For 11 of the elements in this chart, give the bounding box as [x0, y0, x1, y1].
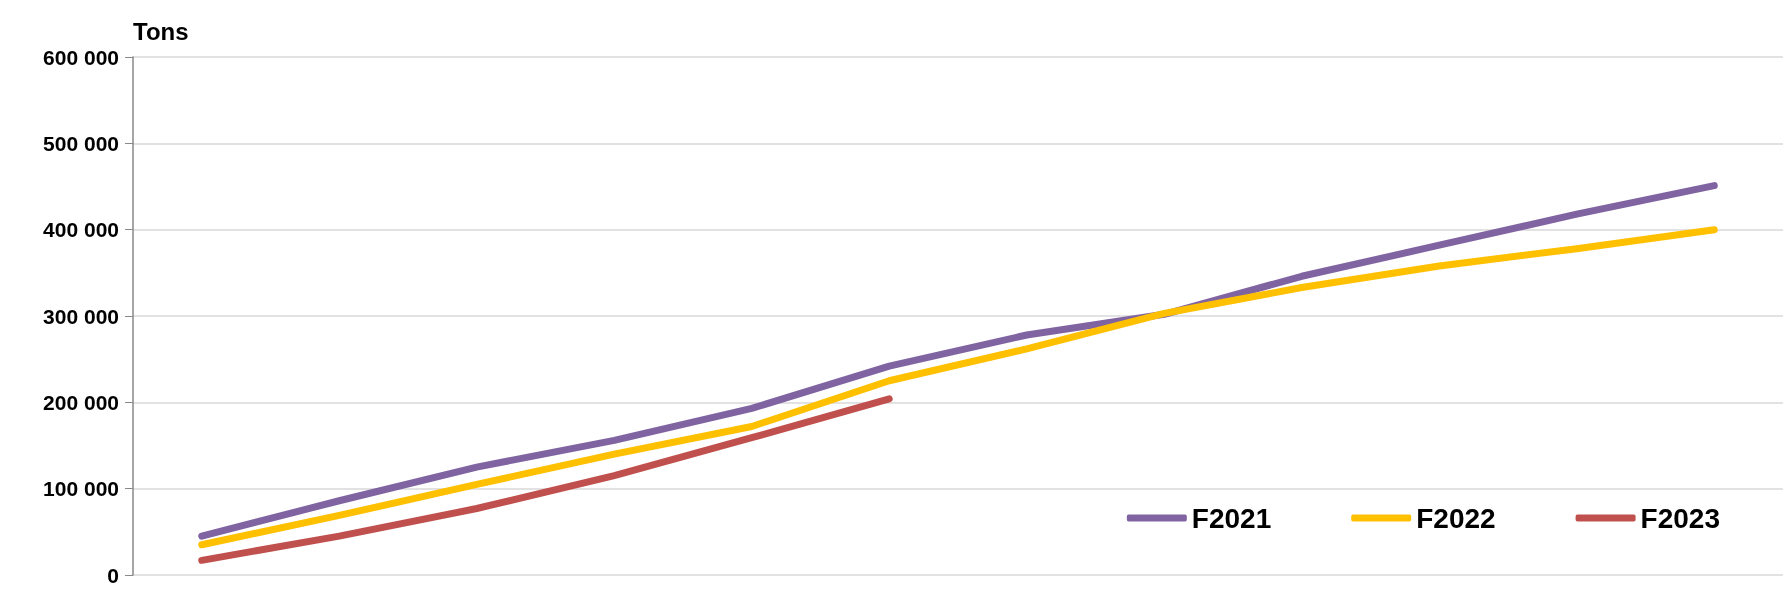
y-axis-title: Tons: [133, 17, 189, 45]
y-tick-label: 100 000: [43, 477, 119, 501]
y-tick-label: 400 000: [43, 218, 119, 242]
legend-label: F2022: [1416, 502, 1496, 534]
legend-label: F2021: [1191, 502, 1272, 534]
y-tick-label: 300 000: [43, 304, 119, 328]
legend-label: F2023: [1640, 502, 1721, 534]
y-tick-label: 600 000: [43, 45, 119, 69]
y-tick-label: 0: [107, 563, 119, 587]
y-tick-label: 500 000: [43, 131, 119, 155]
y-tick-label: 200 000: [43, 390, 119, 414]
